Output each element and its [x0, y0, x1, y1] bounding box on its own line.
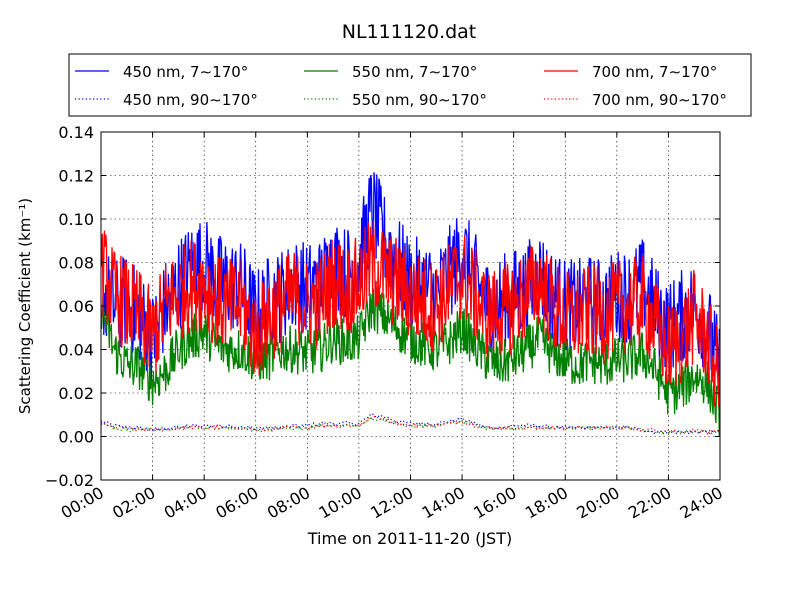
y-tick-label: 0.00: [58, 428, 94, 447]
legend-box: [68, 53, 752, 117]
y-tick-label: 0.06: [58, 297, 94, 316]
y-tick-label: 0.14: [58, 123, 94, 142]
legend: 450 nm, 7∼170° 450 nm, 90∼170° 550 nm, 7∼1…: [75, 63, 727, 109]
legend-label: 700 nm, 7∼170°: [592, 63, 717, 81]
series-line: [101, 417, 720, 435]
series-layer: [101, 172, 720, 437]
ticks: [100, 131, 721, 481]
legend-label: 700 nm, 90∼170°: [592, 91, 727, 109]
legend-label: 450 nm, 7∼170°: [123, 63, 248, 81]
legend-label: 550 nm, 90∼170°: [352, 91, 487, 109]
y-tick-label: 0.04: [58, 341, 94, 360]
series-line: [101, 220, 720, 407]
chart-title: NL111120.dat: [342, 21, 477, 43]
y-tick-label: 0.08: [58, 254, 94, 273]
y-tick-labels: −0.02 0.00 0.02 0.04 0.06 0.08 0.10 0.12 0.14: [45, 123, 94, 490]
y-tick-label: 0.02: [58, 384, 94, 403]
y-axis-label: Scattering Coefficient (km⁻¹): [16, 198, 34, 414]
series-line: [101, 412, 720, 435]
y-tick-label: 0.12: [58, 167, 94, 186]
legend-label: 550 nm, 7∼170°: [352, 63, 477, 81]
y-tick-label: −0.02: [45, 471, 94, 490]
x-axis-label: Time on 2011-11-20 (JST): [307, 529, 512, 548]
y-tick-label: 0.10: [58, 210, 94, 229]
legend-label: 450 nm, 90∼170°: [123, 91, 258, 109]
